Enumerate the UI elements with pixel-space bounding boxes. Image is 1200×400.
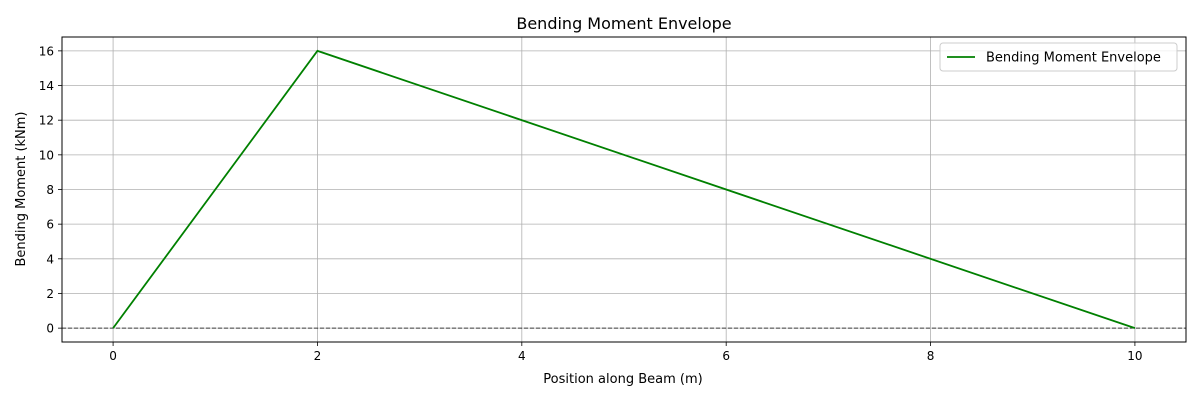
y-tick-label: 14: [39, 79, 54, 93]
x-tick-label: 6: [722, 349, 730, 363]
y-tick-label: 16: [39, 44, 54, 58]
y-tick-label: 12: [39, 114, 54, 128]
x-tick-label: 10: [1127, 349, 1142, 363]
y-tick-label: 4: [46, 252, 54, 266]
x-axis-ticks: 0 2 4 6 8 10: [109, 342, 1143, 363]
grid: [62, 37, 1186, 342]
x-tick-label: 2: [314, 349, 322, 363]
y-axis-ticks: 0 2 4 6 8 10 12 14 16: [39, 44, 62, 336]
x-tick-label: 0: [109, 349, 117, 363]
x-axis-label: Position along Beam (m): [543, 372, 702, 387]
y-tick-label: 0: [46, 322, 54, 336]
y-tick-label: 10: [39, 148, 54, 162]
x-tick-label: 8: [927, 349, 935, 363]
series-line: [112, 49, 1136, 329]
y-axis-label: Bending Moment (kNm): [14, 111, 29, 266]
y-tick-label: 8: [46, 183, 54, 197]
y-tick-label: 6: [46, 218, 54, 232]
legend-entry-label: Bending Moment Envelope: [986, 51, 1161, 66]
chart-title: Bending Moment Envelope: [516, 14, 731, 33]
x-tick-label: 4: [518, 349, 526, 363]
legend-box: [939, 42, 1178, 72]
y-tick-label: 2: [46, 287, 54, 301]
legend: Bending Moment Envelope: [939, 42, 1178, 72]
series-layer: [112, 49, 1136, 329]
